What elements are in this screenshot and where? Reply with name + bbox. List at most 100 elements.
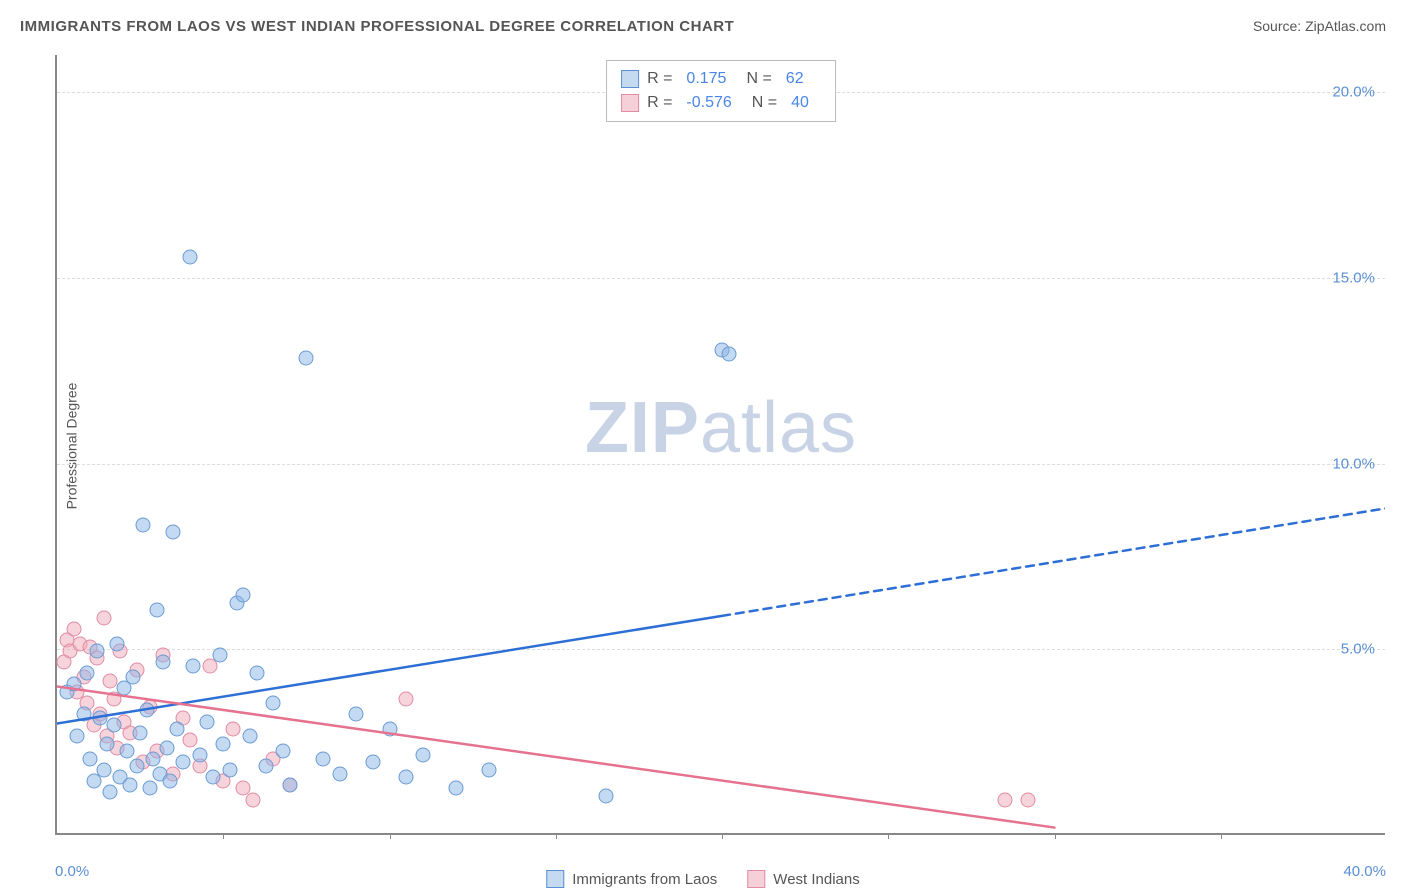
gridline [57,464,1385,465]
gridline [57,649,1385,650]
data-point [242,729,257,744]
data-point [123,777,138,792]
data-point [76,707,91,722]
data-point [146,751,161,766]
data-point [66,677,81,692]
x-tick [888,833,889,839]
r-value-pink: -0.576 [686,91,731,115]
data-point [266,696,281,711]
stats-legend-box: R = 0.175 N = 62 R = -0.576 N = 40 [606,60,836,122]
data-point [166,525,181,540]
x-tick-label-min: 0.0% [55,863,89,880]
data-point [99,736,114,751]
r-value-blue: 0.175 [686,67,726,91]
x-tick [1055,833,1056,839]
data-point [721,346,736,361]
data-point [109,636,124,651]
data-point [349,707,364,722]
data-point [246,792,261,807]
x-tick [722,833,723,839]
data-point [199,714,214,729]
legend-item-pink: West Indians [747,870,859,888]
data-point [276,744,291,759]
data-point [365,755,380,770]
data-point [249,666,264,681]
n-value-pink: 40 [791,91,809,115]
n-value-blue: 62 [786,67,804,91]
data-point [103,785,118,800]
data-point [66,621,81,636]
x-tick [1221,833,1222,839]
legend-swatch-blue-icon [546,870,564,888]
bottom-legend: Immigrants from Laos West Indians [546,870,859,888]
data-point [143,781,158,796]
data-point [332,766,347,781]
swatch-blue-icon [621,70,639,88]
data-point [399,692,414,707]
data-point [159,740,174,755]
y-tick-label: 20.0% [1332,84,1375,101]
data-point [382,722,397,737]
data-point [79,666,94,681]
watermark-atlas: atlas [700,388,857,468]
stats-row-blue: R = 0.175 N = 62 [621,67,821,91]
r-label-blue: R = [647,67,672,91]
stats-row-pink: R = -0.576 N = 40 [621,91,821,115]
data-point [192,748,207,763]
data-point [226,722,241,737]
data-point [1020,792,1035,807]
data-point [186,658,201,673]
data-point [136,517,151,532]
data-point [163,774,178,789]
data-point [236,588,251,603]
trend-line-blue-dashed [722,508,1385,616]
data-point [133,725,148,740]
data-point [299,350,314,365]
data-point [259,759,274,774]
legend-label-pink: West Indians [773,871,859,888]
data-point [106,718,121,733]
data-point [89,644,104,659]
data-point [126,670,141,685]
data-point [69,729,84,744]
data-point [282,777,297,792]
legend-item-blue: Immigrants from Laos [546,870,717,888]
data-point [415,748,430,763]
data-point [129,759,144,774]
chart-title: IMMIGRANTS FROM LAOS VS WEST INDIAN PROF… [20,18,734,35]
data-point [176,755,191,770]
data-point [156,655,171,670]
data-point [449,781,464,796]
y-tick-label: 10.0% [1332,455,1375,472]
data-point [169,722,184,737]
data-point [139,703,154,718]
legend-label-blue: Immigrants from Laos [572,871,717,888]
data-point [149,603,164,618]
x-tick-label-max: 40.0% [1343,863,1386,880]
y-tick-label: 15.0% [1332,269,1375,286]
gridline [57,278,1385,279]
n-label-blue: N = [746,67,771,91]
data-point [96,762,111,777]
data-point [212,647,227,662]
data-point [316,751,331,766]
data-point [222,762,237,777]
watermark-zip: ZIP [585,388,700,468]
x-tick [223,833,224,839]
source-label: Source: ZipAtlas.com [1253,18,1386,34]
data-point [598,788,613,803]
y-tick-label: 5.0% [1341,641,1375,658]
data-point [183,733,198,748]
legend-swatch-pink-icon [747,870,765,888]
swatch-pink-icon [621,94,639,112]
data-point [482,762,497,777]
x-tick [556,833,557,839]
data-point [399,770,414,785]
data-point [183,250,198,265]
x-tick [390,833,391,839]
data-point [83,751,98,766]
n-label-pink: N = [752,91,777,115]
trend-lines [57,55,1385,833]
data-point [216,736,231,751]
data-point [96,610,111,625]
